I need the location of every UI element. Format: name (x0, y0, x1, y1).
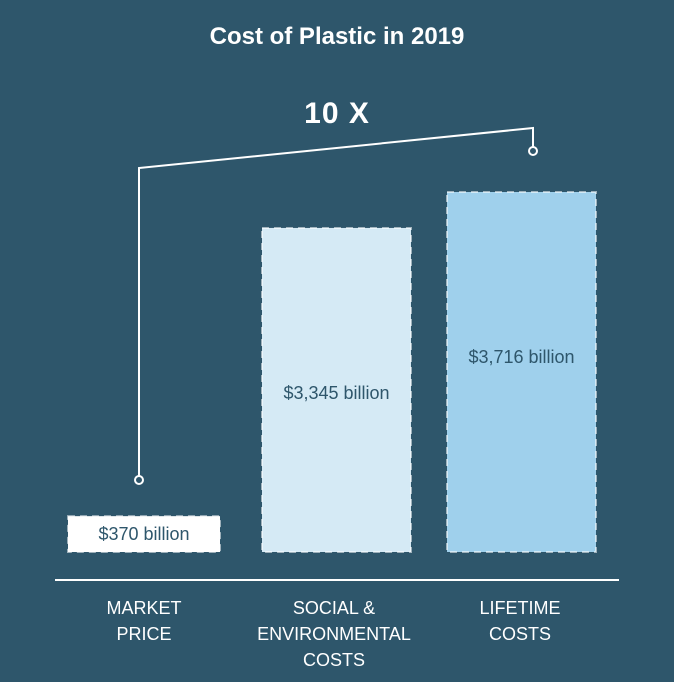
bar-value-label: $370 billion (98, 524, 189, 544)
bracket-left-endpoint (134, 475, 144, 485)
bar-social-environmental-costs (261, 226, 412, 554)
category-label-social-environmental-costs: SOCIAL & ENVIRONMENTAL COSTS (257, 598, 411, 670)
category-label-lifetime-costs: LIFETIME COSTS (479, 598, 560, 644)
bar-market-price (67, 515, 221, 554)
bars-group: $370 billion $3,345 billion $3,716 billion (67, 191, 597, 554)
comparison-bracket (138, 126, 534, 476)
category-label-market-price: MARKET PRICE (106, 598, 181, 644)
bar-value-label: $3,345 billion (283, 383, 389, 403)
bar-lifetime-costs (446, 191, 597, 553)
category-labels-group: MARKET PRICE SOCIAL & ENVIRONMENTAL COSTS LIF… (106, 598, 560, 670)
bracket-right-endpoint (528, 146, 538, 156)
ten-x-annotation: 10 X (304, 97, 370, 130)
bar-value-label: $3,716 billion (468, 347, 574, 367)
chart-title: Cost of Plastic in 2019 (210, 23, 465, 50)
